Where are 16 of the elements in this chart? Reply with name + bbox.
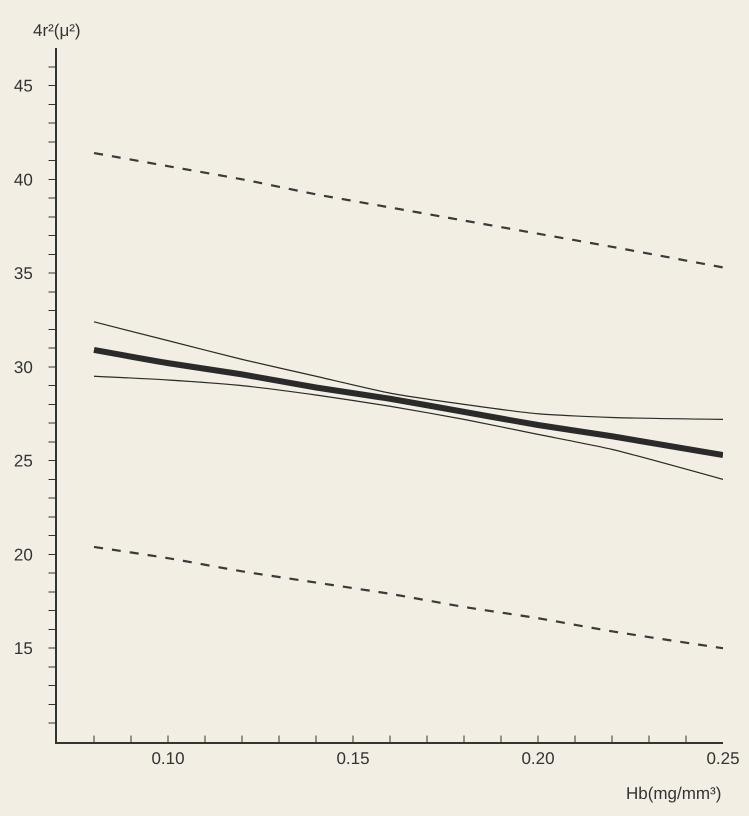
x-tick-label: 0.10 — [151, 749, 185, 768]
x-tick-label: 0.25 — [706, 749, 740, 768]
line-series — [92, 152, 723, 269]
x-axis-title: Hb(mg/mm³) — [626, 784, 722, 803]
y-tick-label: 40 — [14, 170, 33, 190]
line-series — [93, 376, 723, 480]
x-tick-label: 0.20 — [521, 749, 555, 768]
y-tick-label: 25 — [14, 452, 33, 471]
x-tick-label: 0.15 — [336, 749, 370, 768]
y-tick-label: 15 — [14, 639, 33, 658]
line-series — [92, 546, 723, 650]
y-tick-label: 20 — [14, 545, 33, 564]
y-axis-title: 4r²(μ²) — [33, 21, 81, 40]
y-tick-label: 45 — [14, 76, 33, 96]
y-tick-label: 35 — [14, 264, 33, 284]
y-tick-label: 30 — [14, 358, 33, 377]
